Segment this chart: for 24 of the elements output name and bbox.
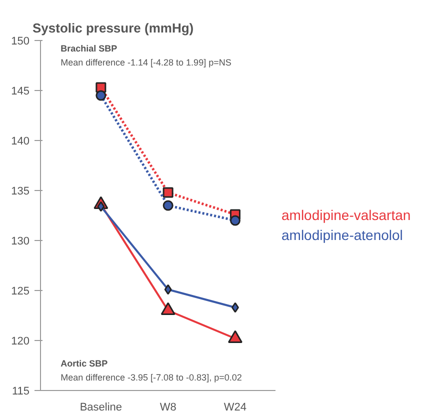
annotation: Mean difference -3.95 [-7.08 to -0.83], p=0.02 [60,372,242,382]
y-tick-label: 135 [11,186,30,198]
text: amlodipine-valsartan [282,207,411,224]
x-tick-label: W8 [160,402,176,414]
chart-title: Systolic pressure (mmHg) [32,20,194,36]
point [96,90,106,101]
point [162,200,174,211]
y-tick-label: 150 [11,36,30,48]
x-tick-label: W24 [224,402,247,414]
annotation: Brachial SBP [60,44,118,54]
annotation: Mean difference -1.14 [-4.28 to 1.99] p=NS [60,58,232,68]
x-tick-label: Baseline [80,402,122,414]
y-tick-label: 145 [11,86,30,98]
y-tick-label: 120 [11,336,30,348]
point [231,302,239,313]
annotation: Aortic SBP [60,358,108,368]
y-tick-label: 115 [12,386,30,398]
point [164,284,172,295]
point [230,215,240,226]
point [162,187,174,198]
y-tick-label: 125 [11,286,30,298]
y-tick-label: 140 [11,136,30,148]
y-tick-label: 130 [11,236,30,248]
text: amlodipine-atenolol [282,227,403,244]
